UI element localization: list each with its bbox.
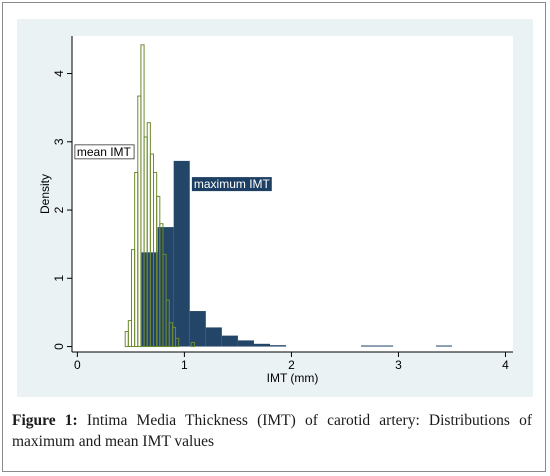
- maximum-imt-bar: [205, 327, 222, 347]
- maximum-imt-label: maximum IMT: [194, 177, 271, 191]
- maximum-imt-label-box: [191, 177, 272, 192]
- x-tick-label: 1: [181, 358, 188, 372]
- y-axis-label: Density: [38, 174, 52, 214]
- maximum-imt-bar: [189, 311, 206, 347]
- x-tick-label: 4: [502, 358, 509, 372]
- maximum-imt-bar: [221, 335, 238, 347]
- mean-imt-bar: [175, 337, 180, 348]
- maximum-imt-bar: [270, 345, 287, 347]
- maximum-imt-bar: [377, 345, 394, 347]
- maximum-imt-bar: [435, 345, 452, 347]
- y-tick-label: 1: [52, 275, 66, 282]
- y-tick-label: 2: [52, 206, 66, 213]
- x-tick-label: 2: [288, 358, 295, 372]
- mean-imt-label: mean IMT: [77, 145, 132, 159]
- x-axis-label: IMT (mm): [267, 371, 319, 385]
- maximum-imt-bar: [361, 345, 378, 347]
- maximum-imt-bar: [173, 160, 190, 347]
- figure-caption: Figure 1: Intima Media Thickness (IMT) o…: [12, 410, 532, 452]
- x-tick-label: 3: [395, 358, 402, 372]
- mean-imt-bar: [190, 341, 195, 348]
- figure-caption-text: Intima Media Thickness (IMT) of carotid …: [12, 412, 532, 450]
- y-tick-label: 3: [52, 138, 66, 145]
- maximum-imt-bar: [253, 343, 271, 347]
- mean-imt-label-box: [74, 144, 135, 160]
- x-tick-label: 0: [74, 358, 81, 372]
- figure-caption-label: Figure 1:: [12, 412, 78, 429]
- y-tick-label: 0: [52, 343, 66, 350]
- y-tick-label: 4: [52, 70, 66, 77]
- mean-imt-bar: [171, 326, 177, 348]
- maximum-imt-bar: [237, 340, 254, 347]
